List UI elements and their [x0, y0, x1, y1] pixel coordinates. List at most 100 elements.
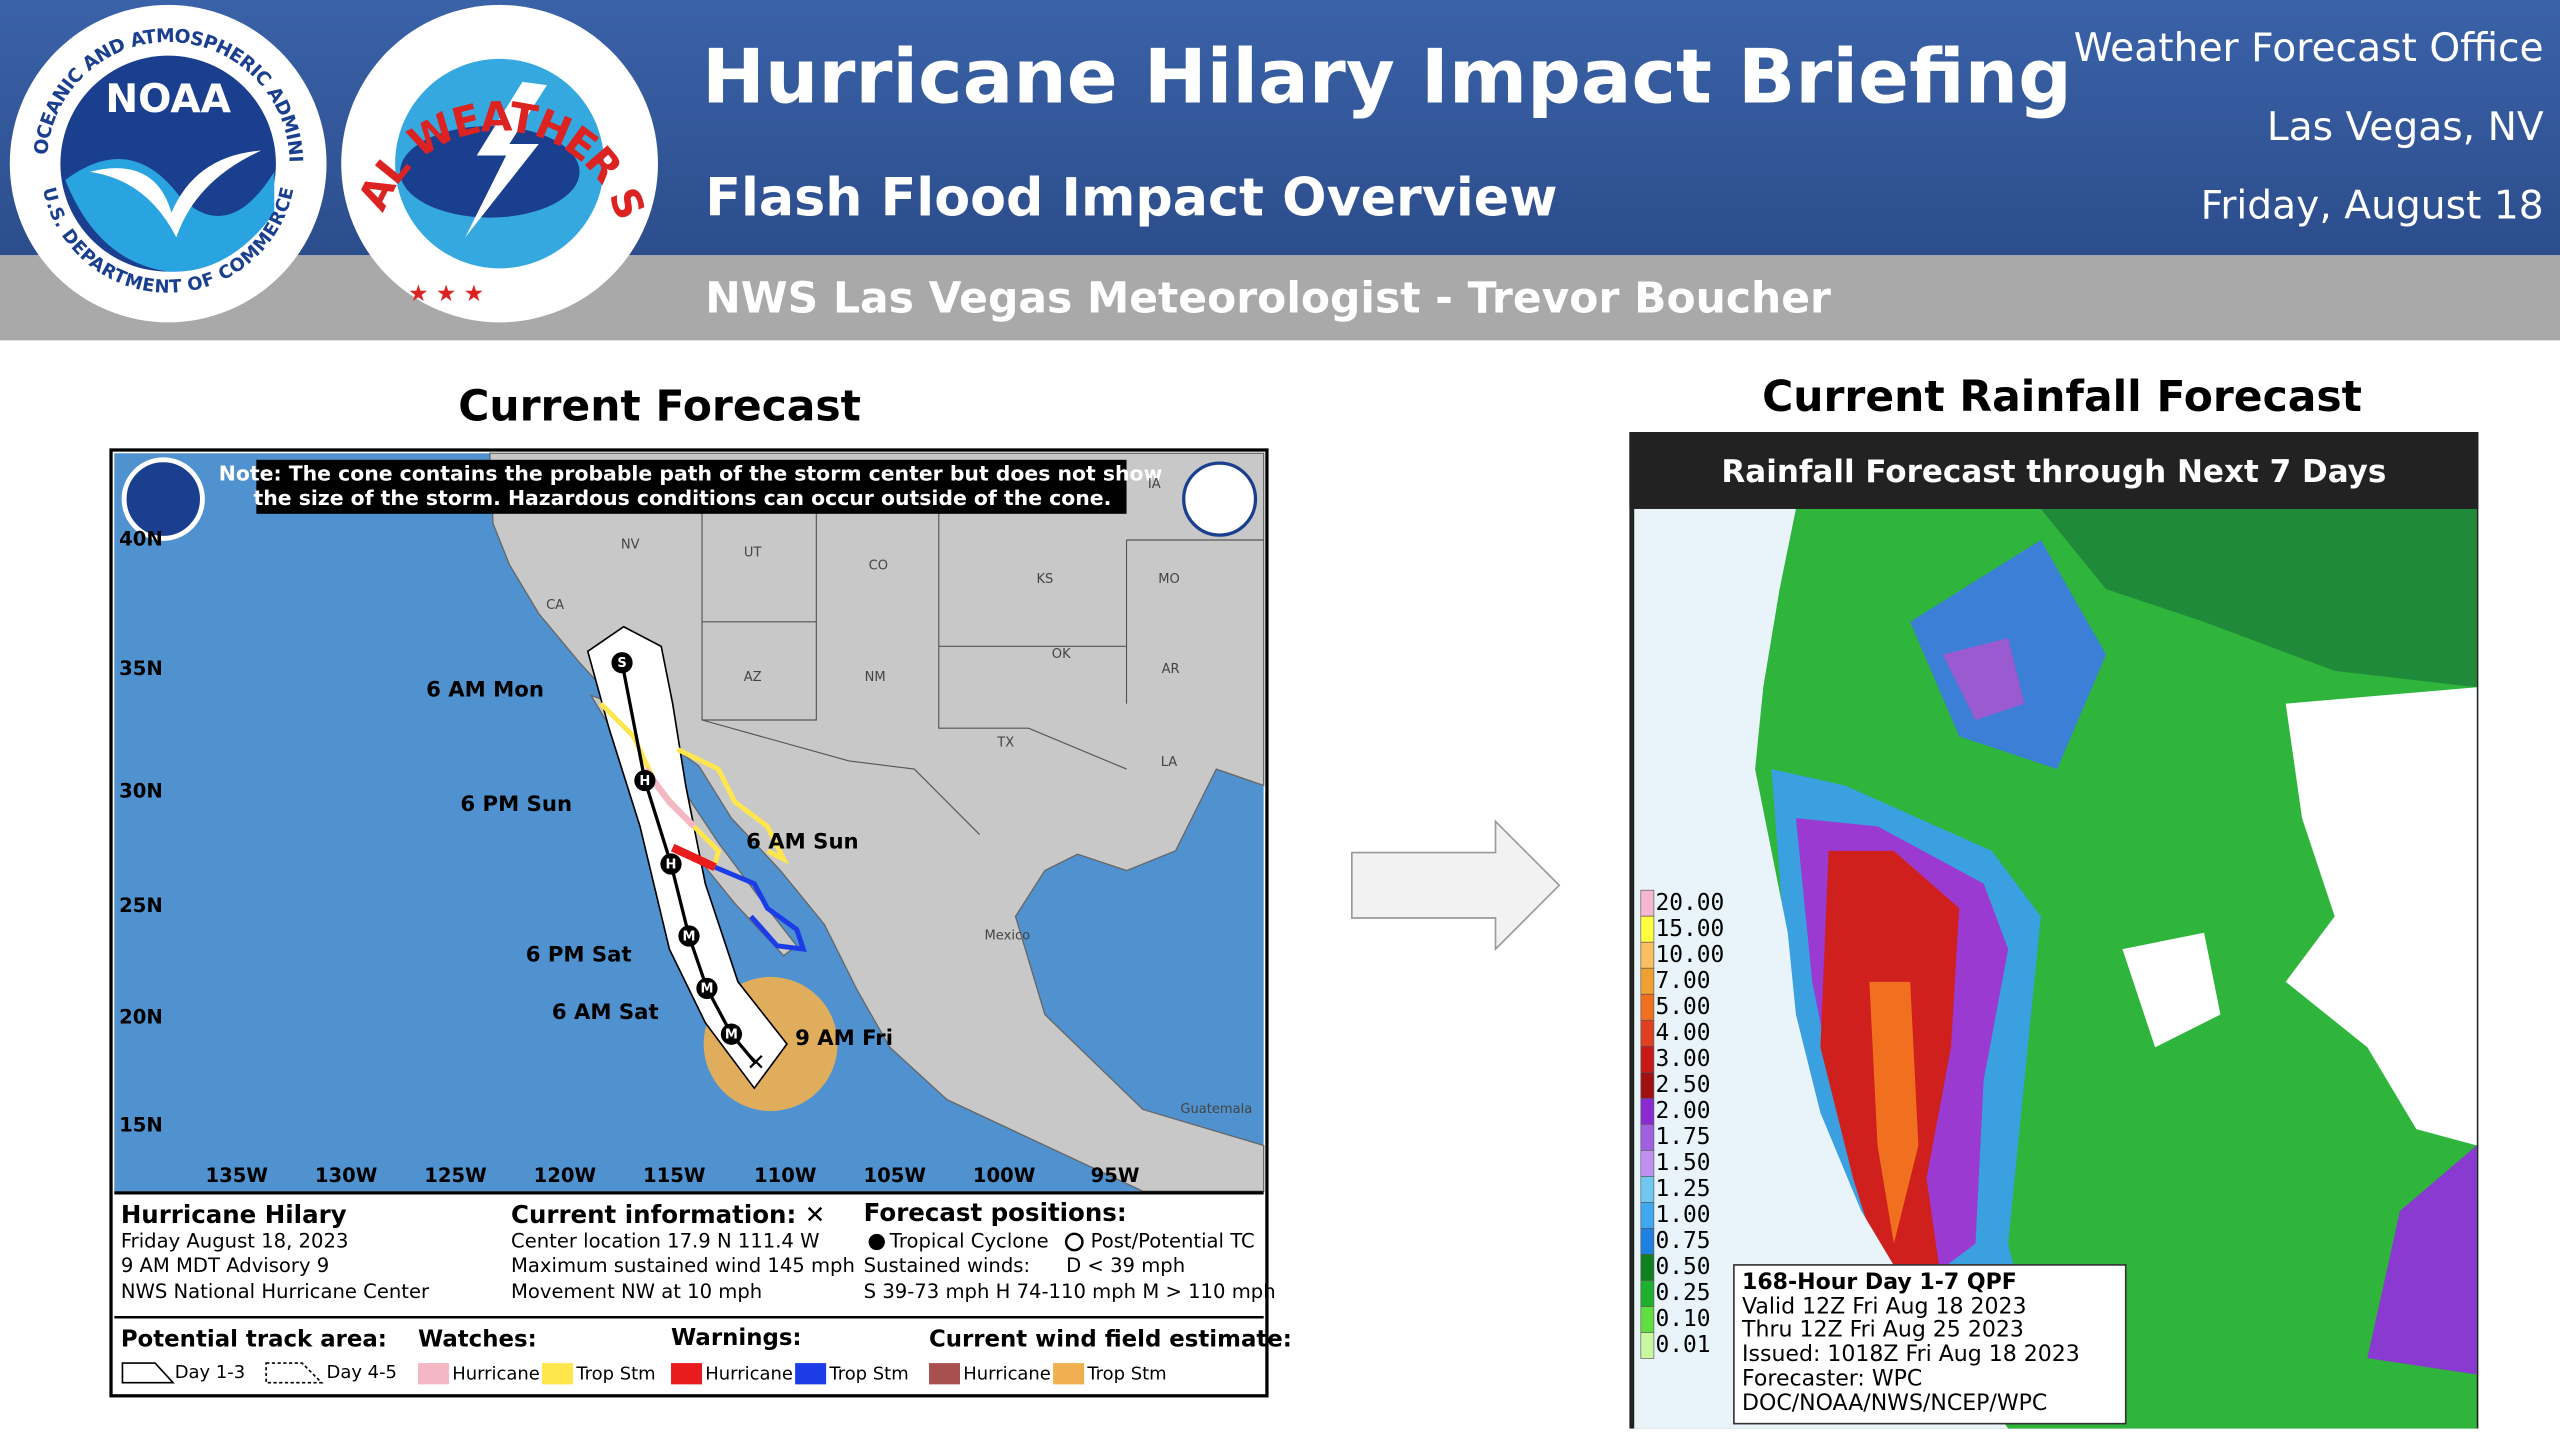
region-label: Mexico: [985, 928, 1031, 943]
longitude-label: 115W: [643, 1164, 706, 1187]
longitude-label: 110W: [754, 1164, 817, 1187]
scale-label: 0.25: [1656, 1280, 1711, 1306]
rain-purple: [2367, 1145, 2477, 1375]
scale-swatch: [1640, 915, 1655, 943]
ptc-symbol: [1064, 1232, 1084, 1252]
scale-label: 2.00: [1656, 1098, 1711, 1124]
scale-swatch: [1640, 1280, 1655, 1307]
forecast-positions: D < 39 mph: [1066, 1254, 1185, 1277]
region-label: IA: [1148, 477, 1161, 492]
legend-item: Trop Stm: [575, 1364, 655, 1385]
forecast-time: 9 AM Fri: [795, 1026, 893, 1051]
storm-info: 9 AM MDT Advisory 9: [121, 1254, 329, 1277]
warning-hurricane: [670, 843, 717, 871]
forecast-time: 6 PM Sun: [460, 792, 572, 817]
scale-swatch: [1640, 1254, 1655, 1281]
note: the size of the storm. Hazardous conditi…: [254, 486, 1112, 510]
scale-label: 0.50: [1656, 1254, 1711, 1280]
scale-swatch: [1640, 1019, 1655, 1047]
scale-swatch: [1640, 1176, 1655, 1203]
latitude-label: 25N: [119, 894, 163, 917]
product-line: Forecaster: WPC: [1742, 1366, 1922, 1391]
product-line: Issued: 1018Z Fri Aug 18 2023: [1742, 1342, 2080, 1367]
storm-info: NWS National Hurricane Center: [121, 1280, 430, 1303]
scale-swatch: [1640, 1150, 1655, 1177]
scale-swatch: [1640, 1306, 1655, 1333]
track-point-letter: M: [725, 1027, 738, 1042]
region-label: TX: [996, 735, 1014, 750]
region-label: AZ: [744, 670, 762, 685]
scale-swatch: [1640, 1228, 1655, 1255]
rain-purple: [1942, 638, 2025, 720]
scale-label: 0.01: [1656, 1332, 1711, 1358]
region-label: LA: [1161, 755, 1178, 770]
legend-swatch: [121, 1362, 175, 1384]
longitude-label: 135W: [205, 1164, 268, 1187]
product-line: DOC/NOAA/NWS/NCEP/WPC: [1742, 1391, 2047, 1416]
longitude-label: 120W: [534, 1164, 597, 1187]
scale-label: 1.25: [1656, 1176, 1711, 1202]
region-label: AR: [1162, 662, 1180, 677]
legend-swatch: [795, 1363, 827, 1385]
legend-title: Current wind field estimate:: [929, 1327, 1292, 1353]
scale-label: 1.00: [1656, 1202, 1711, 1228]
longitude-label: 125W: [424, 1164, 487, 1187]
track-point-letter: H: [639, 774, 650, 789]
warning-trop-stm: [714, 865, 807, 953]
nws-logo-bolt: [465, 81, 547, 238]
scale-swatch: [1640, 967, 1655, 995]
scale-swatch: [1640, 993, 1655, 1021]
track-point: [660, 853, 682, 875]
office-line: Weather Forecast Office: [2074, 26, 2544, 71]
product-line: Valid 12Z Fri Aug 18 2023: [1742, 1294, 2026, 1319]
scale-label: 7.00: [1656, 968, 1711, 994]
scale-swatch: [1640, 1202, 1655, 1229]
scale-label: 0.75: [1656, 1228, 1711, 1254]
office-line: Las Vegas, NV: [2267, 105, 2544, 150]
legend-item: Hurricane: [963, 1364, 1051, 1385]
nws-logo-stars: ★ ★ ★: [408, 281, 484, 307]
legend-item: Day 4-5: [327, 1362, 397, 1383]
legend-swatch: [417, 1363, 449, 1385]
scale-label: 15.00: [1656, 916, 1725, 942]
scale-swatch: [1640, 889, 1655, 917]
tc-symbol: [868, 1233, 885, 1251]
scale-swatch: [1640, 1124, 1655, 1151]
latitude-label: 20N: [119, 1005, 163, 1028]
track-point: [611, 652, 633, 674]
track-point-letter: H: [666, 857, 677, 872]
watch-trop-stm: [676, 747, 790, 865]
region-label: NM: [865, 670, 886, 685]
track-point: [696, 977, 718, 999]
scale-label: 4.00: [1656, 1020, 1711, 1046]
rain-dark-green: [2040, 508, 2477, 688]
legend-item: Hurricane: [705, 1364, 793, 1385]
region-label: Guatemala: [1180, 1102, 1252, 1117]
noaa-logo-bird: [89, 150, 262, 238]
scale-swatch: [1640, 1098, 1655, 1125]
scale-label: 1.50: [1656, 1150, 1711, 1176]
region-label: OK: [1052, 647, 1071, 662]
title: Hurricane Hilary Impact Briefing: [702, 32, 2072, 120]
latitude-label: 35N: [119, 657, 163, 680]
legend-item: Trop Stm: [828, 1364, 908, 1385]
storm-center: ✕: [746, 1050, 765, 1076]
legend-title: Warnings:: [671, 1325, 802, 1351]
note: Note: The cone contains the probable pat…: [219, 462, 1163, 486]
current-info: Maximum sustained wind 145 mph: [511, 1254, 855, 1277]
forecast-time: 6 AM Mon: [426, 678, 544, 703]
scale-swatch: [1640, 1045, 1655, 1073]
legend-item: Day 1-3: [175, 1362, 245, 1383]
region-label: KS: [1036, 572, 1053, 587]
current-info: Movement NW at 10 mph: [511, 1280, 762, 1303]
track-point: [720, 1023, 743, 1045]
scale-label: 5.00: [1656, 994, 1711, 1020]
longitude-label: 95W: [1091, 1164, 1140, 1187]
storm-name: Hurricane Hilary: [121, 1200, 347, 1229]
rain-orange-core: [1869, 981, 1919, 1244]
latitude-label: 30N: [119, 779, 163, 802]
forecast-positions: S 39-73 mph H 74-110 mph M > 110 mph: [864, 1280, 1276, 1303]
legend-item: Trop Stm: [1086, 1364, 1166, 1385]
banner-title: Rainfall Forecast through Next 7 Days: [1721, 454, 2386, 490]
